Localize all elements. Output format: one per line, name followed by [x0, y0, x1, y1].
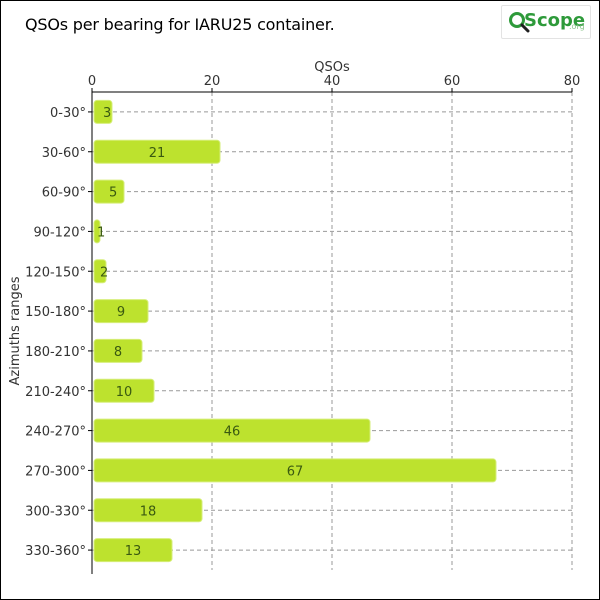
bar-value-label: 1	[97, 225, 105, 240]
bar-value-label: 18	[140, 504, 157, 519]
logo-domain: .org	[569, 22, 585, 31]
bar	[93, 179, 125, 204]
bar	[93, 219, 101, 244]
y-category-label: 30-60°	[42, 146, 86, 161]
y-category-label: 180-210°	[25, 345, 86, 360]
x-tick-label: 40	[324, 74, 341, 89]
logo-wordmark: Scope	[524, 10, 586, 31]
magnifier-q-icon	[509, 12, 530, 33]
bar	[93, 458, 497, 483]
x-tick-label: 80	[564, 74, 581, 89]
y-category-label: 0-30°	[50, 106, 86, 121]
y-category-label: 300-330°	[25, 504, 86, 519]
bar-value-label: 8	[114, 345, 122, 360]
bar-value-label: 5	[109, 186, 117, 201]
y-axis-title: Azimuths ranges	[8, 276, 23, 385]
bar	[93, 139, 221, 164]
bar	[93, 378, 155, 403]
bar	[93, 538, 173, 563]
bar	[93, 338, 143, 363]
y-category-label: 210-240°	[25, 385, 86, 400]
x-tick-label: 20	[204, 74, 221, 89]
x-axis-title: QSOs	[314, 60, 350, 75]
y-category-label: 60-90°	[42, 186, 86, 201]
bar	[93, 259, 107, 284]
bar	[93, 99, 113, 124]
qscope-logo: Scope .org	[501, 5, 591, 39]
bar-value-label: 13	[125, 544, 142, 559]
bar-value-label: 2	[100, 265, 108, 280]
bar	[93, 498, 203, 523]
x-tick-label: 0	[88, 74, 96, 89]
axes: 0 20 40 60 80 0-30° 30-60° 60-90° 90-120° 120-150…	[25, 74, 580, 574]
y-category-label: 90-120°	[33, 225, 86, 240]
bar-value-label: 9	[117, 305, 125, 320]
y-category-label: 150-180°	[25, 305, 86, 320]
y-category-label: 120-150°	[25, 265, 86, 280]
bar-value-label: 21	[149, 146, 166, 161]
y-category-label: 270-300°	[25, 464, 86, 479]
bar	[93, 418, 371, 443]
bar	[93, 299, 149, 324]
y-category-label: 330-360°	[25, 544, 86, 559]
bar-value-label: 46	[224, 425, 241, 440]
bar-value-label: 67	[287, 464, 304, 479]
x-tick-label: 60	[444, 74, 461, 89]
y-category-label: 240-270°	[25, 425, 86, 440]
bar-value-label: 10	[116, 385, 133, 400]
bars: 3 21 5 1 2 9 8 10 46 67 18 13	[93, 99, 497, 563]
chart-title: QSOs per bearing for IARU25 container.	[25, 15, 335, 34]
bar-value-label: 3	[103, 106, 111, 121]
